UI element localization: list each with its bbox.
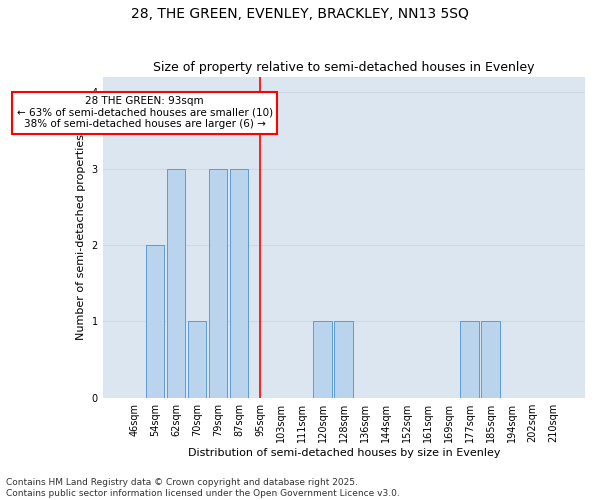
Bar	[334, 322, 353, 398]
Bar	[209, 168, 227, 398]
X-axis label: Distribution of semi-detached houses by size in Evenley: Distribution of semi-detached houses by …	[188, 448, 500, 458]
Bar	[230, 168, 248, 398]
Y-axis label: Number of semi-detached properties: Number of semi-detached properties	[76, 134, 86, 340]
Bar	[188, 322, 206, 398]
Bar	[481, 322, 500, 398]
Bar	[460, 322, 479, 398]
Bar	[167, 168, 185, 398]
Title: Size of property relative to semi-detached houses in Evenley: Size of property relative to semi-detach…	[153, 62, 535, 74]
Bar	[313, 322, 332, 398]
Text: 28 THE GREEN: 93sqm
← 63% of semi-detached houses are smaller (10)
38% of semi-d: 28 THE GREEN: 93sqm ← 63% of semi-detach…	[17, 96, 272, 130]
Text: Contains HM Land Registry data © Crown copyright and database right 2025.
Contai: Contains HM Land Registry data © Crown c…	[6, 478, 400, 498]
Bar	[146, 245, 164, 398]
Text: 28, THE GREEN, EVENLEY, BRACKLEY, NN13 5SQ: 28, THE GREEN, EVENLEY, BRACKLEY, NN13 5…	[131, 8, 469, 22]
